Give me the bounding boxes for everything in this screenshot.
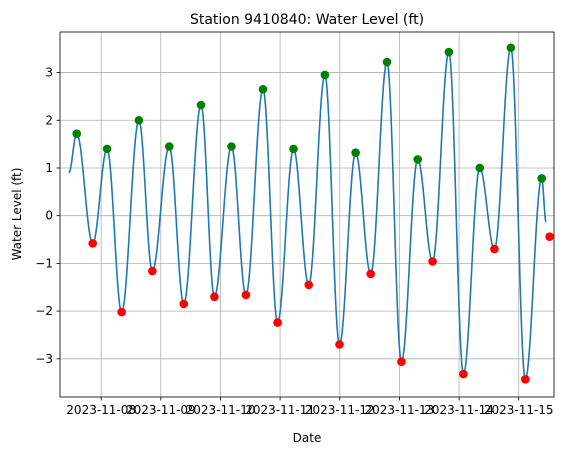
low-tide-point (273, 318, 282, 327)
y-tick-label: 1 (45, 161, 53, 175)
x-tick-label: 2023-11-09 (126, 403, 196, 417)
y-tick-label: 3 (45, 66, 53, 80)
y-axis-ticks: −3 −2 −1 0 1 2 3 (35, 66, 60, 366)
high-tide-point (413, 155, 423, 164)
x-tick-label: 2023-11-13 (365, 403, 435, 417)
low-tide-point (521, 375, 530, 384)
low-tide-point (148, 266, 157, 276)
low-tide-point (241, 290, 251, 300)
low-tide-point (335, 340, 344, 349)
low-tide-point (397, 357, 406, 366)
low-tide-point (366, 269, 376, 279)
low-tide-point (179, 299, 189, 309)
low-tide-point (545, 232, 554, 241)
x-tick-label: 2023-11-15 (484, 403, 554, 417)
low-tide-point (304, 280, 314, 290)
high-tide-point (320, 70, 330, 80)
water-level-line (68, 46, 547, 381)
high-tide-markers (72, 43, 546, 183)
high-tide-point (164, 142, 174, 151)
high-tide-point (134, 115, 144, 125)
high-tide-point (506, 43, 516, 53)
y-tick-label: −1 (35, 256, 53, 270)
high-tide-point (227, 142, 236, 151)
y-tick-label: 2 (45, 113, 53, 127)
low-tide-point (88, 239, 98, 248)
high-tide-point (537, 174, 546, 183)
high-tide-point (475, 163, 485, 173)
low-tide-point (459, 369, 468, 379)
low-tide-markers (88, 232, 554, 384)
high-tide-point (258, 84, 268, 94)
y-tick-label: −2 (35, 304, 53, 318)
low-tide-point (490, 244, 499, 254)
x-tick-label: 2023-11-08 (66, 403, 136, 417)
x-axis-ticks: 2023-11-082023-11-092023-11-102023-11-11… (66, 397, 554, 417)
high-tide-point (102, 144, 112, 154)
y-tick-label: 0 (45, 209, 53, 223)
high-tide-point (444, 47, 454, 57)
series-line-layer (68, 46, 547, 381)
high-tide-point (196, 100, 206, 110)
x-tick-label: 2023-11-14 (424, 403, 494, 417)
low-tide-point (210, 292, 219, 302)
y-axis-label: Water Level (ft) (10, 168, 24, 261)
high-tide-point (289, 144, 298, 154)
x-tick-label: 2023-11-11 (245, 403, 315, 417)
grid-lines (60, 32, 554, 397)
low-tide-point (117, 307, 126, 317)
x-tick-label: 2023-11-10 (186, 403, 256, 417)
plot-frame (59, 31, 555, 398)
x-axis-label: Date (293, 431, 322, 445)
low-tide-point (428, 257, 437, 266)
high-tide-point (382, 57, 392, 67)
chart-title: Station 9410840: Water Level (ft) (190, 12, 424, 28)
high-tide-point (72, 129, 82, 138)
x-tick-label: 2023-11-12 (305, 403, 375, 417)
high-tide-point (351, 148, 360, 158)
y-tick-label: −3 (35, 352, 53, 366)
